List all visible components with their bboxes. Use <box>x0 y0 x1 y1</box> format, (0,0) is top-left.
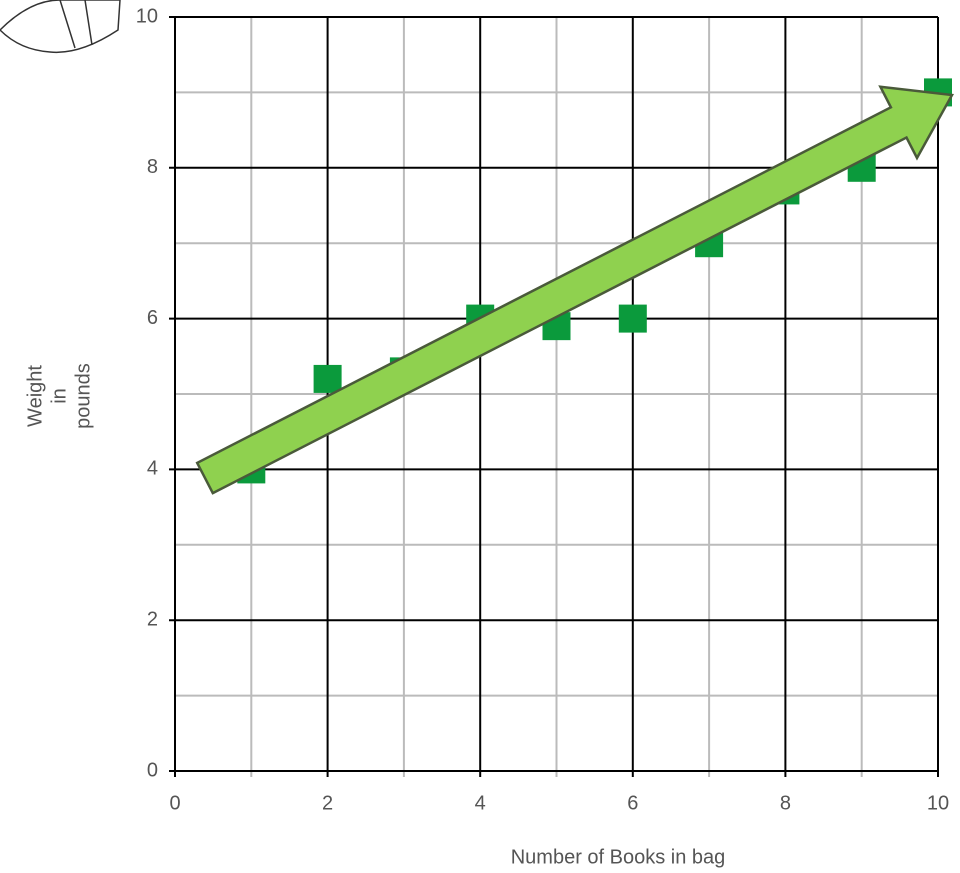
y-axis-label: Weight in pounds <box>24 363 94 429</box>
y-tick-label: 8 <box>147 156 158 178</box>
x-axis-label: Number of Books in bag <box>511 846 726 868</box>
y-tick-label: 4 <box>147 458 158 480</box>
y-tick-label: 0 <box>147 759 158 781</box>
x-tick-label: 10 <box>927 792 949 814</box>
y-axis-label-line: Weight <box>24 365 46 427</box>
bag-icon <box>0 0 121 54</box>
trend-arrow <box>195 85 955 495</box>
point <box>313 364 342 393</box>
x-tick-label: 6 <box>627 792 638 814</box>
y-axis-label-line: pounds <box>72 363 94 429</box>
y-tick-label: 10 <box>136 5 158 27</box>
x-tick-label: 0 <box>169 792 180 814</box>
y-axis-label-line: in <box>48 388 70 404</box>
y-tick-label: 2 <box>147 608 158 630</box>
x-tick-label: 2 <box>322 792 333 814</box>
y-tick-label: 6 <box>147 307 158 329</box>
x-tick-label: 4 <box>475 792 486 814</box>
x-tick-label: 8 <box>780 792 791 814</box>
point <box>618 304 647 333</box>
